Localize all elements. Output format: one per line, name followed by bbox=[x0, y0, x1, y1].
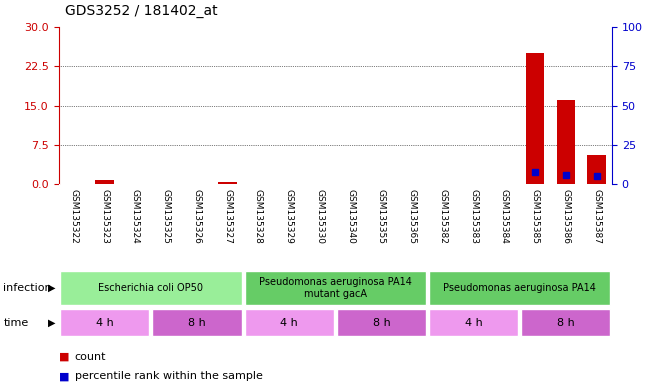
Text: GSM135340: GSM135340 bbox=[346, 189, 355, 243]
Text: 8 h: 8 h bbox=[188, 318, 206, 328]
Text: Pseudomonas aeruginosa PA14
mutant gacA: Pseudomonas aeruginosa PA14 mutant gacA bbox=[259, 277, 411, 299]
Text: GSM135323: GSM135323 bbox=[100, 189, 109, 243]
Text: Pseudomonas aeruginosa PA14: Pseudomonas aeruginosa PA14 bbox=[443, 283, 596, 293]
Text: GSM135386: GSM135386 bbox=[561, 189, 570, 243]
Bar bbox=[587, 156, 606, 184]
Bar bbox=[557, 100, 575, 184]
Text: 8 h: 8 h bbox=[372, 318, 390, 328]
Text: time: time bbox=[3, 318, 29, 328]
Text: 4 h: 4 h bbox=[465, 318, 482, 328]
Text: GSM135324: GSM135324 bbox=[131, 189, 140, 243]
Text: GDS3252 / 181402_at: GDS3252 / 181402_at bbox=[65, 4, 217, 18]
FancyBboxPatch shape bbox=[245, 309, 334, 336]
Text: GSM135326: GSM135326 bbox=[193, 189, 201, 243]
Bar bbox=[219, 182, 237, 184]
Text: GSM135325: GSM135325 bbox=[161, 189, 171, 243]
Text: GSM135384: GSM135384 bbox=[500, 189, 509, 243]
FancyBboxPatch shape bbox=[60, 309, 149, 336]
Bar bbox=[526, 53, 544, 184]
Text: GSM135385: GSM135385 bbox=[531, 189, 540, 243]
Text: infection: infection bbox=[3, 283, 52, 293]
Text: ▶: ▶ bbox=[48, 283, 55, 293]
Text: GSM135327: GSM135327 bbox=[223, 189, 232, 243]
FancyBboxPatch shape bbox=[152, 309, 242, 336]
FancyBboxPatch shape bbox=[521, 309, 611, 336]
Text: 4 h: 4 h bbox=[96, 318, 113, 328]
Text: GSM135330: GSM135330 bbox=[315, 189, 324, 243]
Text: GSM135355: GSM135355 bbox=[377, 189, 386, 243]
Text: GSM135365: GSM135365 bbox=[408, 189, 417, 243]
Text: count: count bbox=[75, 352, 106, 362]
FancyBboxPatch shape bbox=[337, 309, 426, 336]
Text: Escherichia coli OP50: Escherichia coli OP50 bbox=[98, 283, 203, 293]
Text: ■: ■ bbox=[59, 352, 69, 362]
FancyBboxPatch shape bbox=[60, 271, 242, 305]
Text: GSM135328: GSM135328 bbox=[254, 189, 263, 243]
Text: GSM135322: GSM135322 bbox=[70, 189, 79, 243]
Text: GSM135383: GSM135383 bbox=[469, 189, 478, 243]
Text: GSM135329: GSM135329 bbox=[284, 189, 294, 243]
Text: ■: ■ bbox=[59, 371, 69, 381]
Bar bbox=[96, 180, 114, 184]
Text: 4 h: 4 h bbox=[281, 318, 298, 328]
Text: 8 h: 8 h bbox=[557, 318, 575, 328]
FancyBboxPatch shape bbox=[245, 271, 426, 305]
Text: percentile rank within the sample: percentile rank within the sample bbox=[75, 371, 263, 381]
FancyBboxPatch shape bbox=[429, 271, 611, 305]
FancyBboxPatch shape bbox=[429, 309, 518, 336]
Text: ▶: ▶ bbox=[48, 318, 55, 328]
Text: GSM135382: GSM135382 bbox=[438, 189, 447, 243]
Text: GSM135387: GSM135387 bbox=[592, 189, 601, 243]
